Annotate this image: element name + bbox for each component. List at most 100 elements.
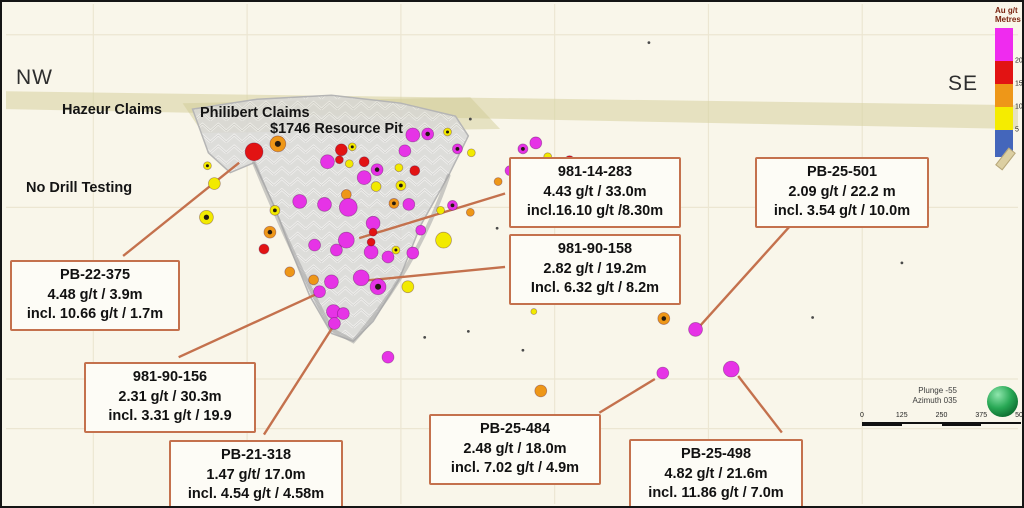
legend-tick-label: 5 — [1015, 126, 1019, 134]
intercept-line: incl. 3.54 g/t / 10.0m — [773, 203, 911, 220]
intercept-line: 2.31 g/t / 30.3m — [118, 388, 222, 405]
drill-intercept-dot — [358, 156, 370, 168]
scale-tick-label: 0 — [860, 412, 864, 419]
drillhole-id: PB-22-375 — [59, 267, 131, 283]
leader-line-PB-22-375 — [122, 161, 240, 257]
drill-intercept-dot — [340, 189, 352, 200]
drill-intercept-dot — [369, 278, 387, 296]
drillhole-id: 981-90-156 — [132, 369, 208, 385]
drill-intercept-dot — [258, 243, 270, 255]
drill-intercept-dot — [208, 177, 221, 190]
annotation-box-PB-25-484: PB-25-484 2.48 g/t / 18.0m incl. 7.02 g/t … — [429, 414, 601, 485]
speck — [521, 348, 525, 352]
drill-intercept-dot — [409, 165, 421, 177]
drill-intercept-dot — [335, 155, 344, 165]
drillhole-id: 981-90-158 — [557, 241, 633, 257]
scale-tick-label: 375 — [975, 412, 988, 419]
drill-intercept-dot — [466, 148, 476, 158]
drill-intercept-dot — [534, 384, 548, 398]
scale-bar-segment — [941, 422, 982, 426]
direction-label-nw: NW — [16, 66, 53, 89]
no-drill-testing-label: No Drill Testing — [26, 180, 133, 196]
orientation-ball[interactable] — [987, 386, 1018, 417]
speck — [900, 261, 904, 265]
drill-intercept-dot — [405, 127, 421, 143]
intercept-line: incl.16.10 g/t /8.30m — [526, 203, 664, 220]
drill-intercept-dot — [292, 194, 308, 209]
drill-intercept-dot — [335, 143, 348, 157]
drill-intercept-dot — [328, 317, 341, 330]
leader-line-981-14-283 — [358, 192, 506, 240]
drill-intercept-dot — [308, 238, 321, 252]
drill-intercept-dot — [336, 307, 350, 320]
direction-label-se: SE — [948, 72, 979, 95]
speck — [811, 316, 815, 319]
intercept-line: 2.09 g/t / 22.2 m — [788, 183, 896, 200]
annotation-leader-lines — [122, 161, 792, 436]
drill-intercept-dot — [269, 135, 287, 153]
drill-intercept-dot — [381, 350, 395, 364]
drill-intercept-dot — [656, 366, 670, 380]
intercept-line: 2.82 g/t / 19.2m — [543, 260, 647, 277]
drill-intercept-dot — [435, 231, 452, 249]
scale-tick-label: 250 — [935, 412, 948, 419]
drill-intercept-dot — [657, 312, 671, 325]
intercept-line: 4.43 g/t / 33.0m — [543, 183, 647, 200]
speck — [468, 117, 472, 121]
legend-title: Au g/t Metres — [995, 6, 1022, 25]
annotation-box-981-90-158: 981-90-158 2.82 g/t / 19.2m Incl. 6.32 g/t… — [509, 234, 681, 305]
speck — [647, 41, 651, 45]
intercept-line: incl. 11.86 g/t / 7.0m — [648, 485, 784, 502]
drillhole-id: 981-14-283 — [557, 164, 633, 180]
drill-intercept-dot — [395, 180, 407, 191]
intercept-line: 4.48 g/t / 3.9m — [47, 286, 143, 303]
legend-segment-2 — [995, 84, 1013, 108]
intercept-line: 2.48 g/t / 18.0m — [463, 440, 567, 457]
intercept-line: incl. 10.66 g/t / 1.7m — [26, 306, 164, 323]
intercept-line: incl. 4.54 g/t / 4.58m — [187, 486, 325, 503]
drill-intercept-dot — [313, 285, 326, 299]
scale-tick-label: 125 — [895, 412, 908, 419]
leader-line-PB-21-318 — [262, 323, 336, 436]
drillhole-id: PB-25-501 — [806, 164, 878, 180]
drill-intercept-dot — [415, 224, 427, 236]
drill-intercept-dot — [269, 204, 281, 216]
annotation-box-PB-21-318: PB-21-318 1.47 g/t/ 17.0m incl. 4.54 g/t /… — [169, 440, 343, 506]
hazeur-claims-label: Hazeur Claims — [62, 102, 162, 118]
resource-pit-label: $1746 Resource Pit — [270, 121, 403, 137]
drill-intercept-dot — [443, 127, 452, 137]
legend-title-line2: Metres — [995, 15, 1021, 25]
legend-segment-1 — [995, 61, 1013, 85]
speck — [466, 329, 470, 333]
annotation-box-981-14-283: 981-14-283 4.43 g/t / 33.0m incl.16.10 g/t… — [509, 157, 681, 228]
leader-line-PB-25-501 — [698, 224, 792, 328]
drill-intercept-dot — [517, 143, 529, 155]
drill-intercept-dot — [381, 250, 395, 264]
drill-intercept-dot — [398, 144, 412, 158]
drill-intercept-dot — [401, 280, 415, 294]
leader-line-981-90-156 — [178, 291, 321, 359]
drill-intercept-dot — [493, 177, 503, 186]
drill-intercept-dot — [447, 200, 458, 211]
drill-intercept-dot — [452, 143, 463, 155]
drill-intercept-dot — [320, 154, 335, 170]
drill-intercept-dot — [406, 246, 420, 260]
drill-intercept-dot — [394, 163, 404, 173]
drill-intercept-dot — [244, 142, 264, 162]
scale-bar: 0 125 250 375 500 — [860, 412, 1023, 430]
view-orientation-readout: Plunge -55 Azimuth 035 — [907, 386, 957, 407]
drill-intercept-dot — [337, 231, 355, 249]
drill-intercept-dot — [368, 227, 378, 237]
drill-intercept-dot — [363, 244, 379, 260]
drill-intercept-dot — [344, 159, 354, 169]
drill-intercept-dot — [366, 237, 376, 247]
drill-intercept-dot — [324, 274, 339, 290]
drill-intercept-dot — [370, 163, 384, 177]
drill-intercept-dot — [199, 209, 214, 225]
annotation-box-PB-25-498: PB-25-498 4.82 g/t / 21.6m incl. 11.86 g/t… — [629, 439, 803, 506]
drill-intercept-dot — [722, 360, 740, 378]
scale-tick-label: 500 — [1015, 412, 1023, 419]
legend-segment-0 — [995, 28, 1013, 62]
